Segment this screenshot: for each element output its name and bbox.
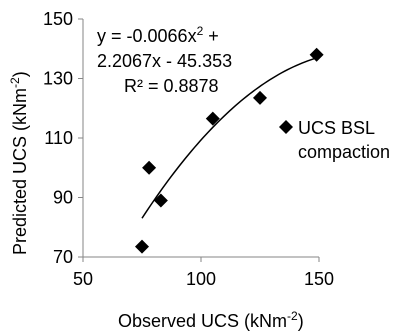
trend-equation-line1: y = -0.0066x2 +: [97, 24, 219, 46]
trend-equation-line2: 2.2067x - 45.353: [97, 51, 232, 71]
data-points: [135, 47, 324, 254]
data-point: [253, 90, 267, 105]
y-tick-label: 70: [53, 247, 73, 267]
legend-label-line1: UCS BSL: [298, 118, 375, 138]
y-tick-labels: 70 90 110 130 150: [43, 9, 73, 267]
y-tick-label: 90: [53, 188, 73, 208]
y-axis-label: Predicted UCS (kNm-2): [8, 71, 30, 255]
y-tick-marks: [78, 18, 83, 258]
x-axis-label: Observed UCS (kNm-2): [118, 309, 304, 331]
x-tick-labels: 50 100 150: [73, 269, 334, 289]
data-point: [135, 239, 149, 254]
r-squared-label: R² = 0.8878: [124, 76, 219, 96]
x-tick-marks: [82, 257, 320, 262]
legend-marker-diamond: [279, 120, 293, 134]
data-point: [142, 160, 157, 175]
data-point: [205, 111, 220, 126]
legend-label-line2: compaction: [298, 142, 390, 162]
x-tick-label: 150: [304, 269, 334, 289]
x-tick-label: 50: [73, 269, 93, 289]
data-point: [309, 47, 324, 62]
x-tick-label: 100: [186, 269, 216, 289]
y-tick-label: 130: [43, 69, 73, 89]
y-tick-label: 110: [44, 128, 73, 148]
data-point: [153, 193, 168, 208]
trendline: [141, 57, 317, 219]
legend: UCS BSL compaction: [279, 118, 390, 162]
y-tick-label: 150: [43, 9, 73, 29]
